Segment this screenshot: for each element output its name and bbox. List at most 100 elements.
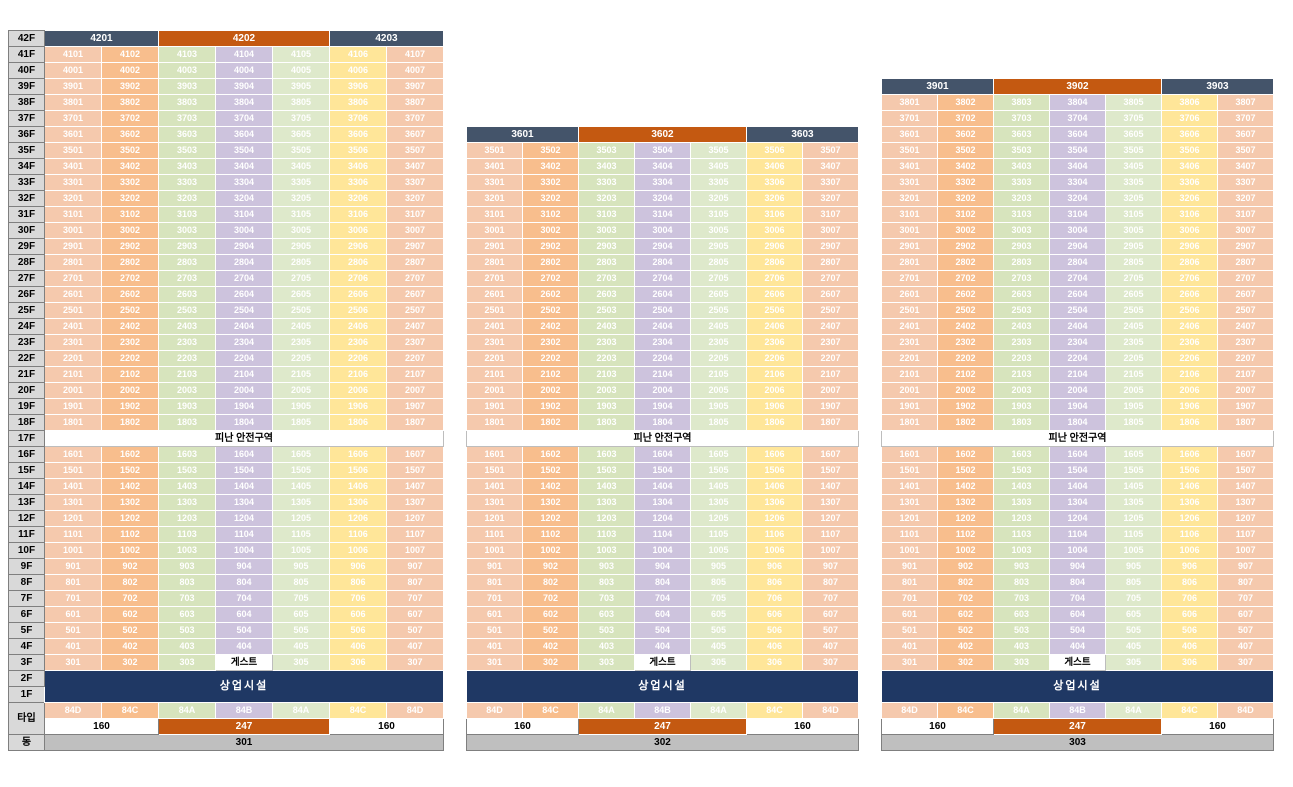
floor-label: 29F [8, 238, 45, 255]
unit-cell: 806 [329, 574, 387, 591]
area-cell: 160 [881, 718, 994, 735]
unit-cell: 1401 [881, 478, 938, 495]
unit-cell: 3005 [1105, 222, 1162, 239]
unit-cell: 2006 [1161, 382, 1218, 399]
unit-cell: 2407 [802, 318, 859, 335]
unit-cell: 2701 [466, 270, 523, 287]
unit-cell: 2905 [690, 238, 747, 255]
floor-label: 26F [8, 286, 45, 303]
unit-cell: 1801 [881, 414, 938, 431]
unit-cell: 1907 [802, 398, 859, 415]
unit-cell: 2104 [215, 366, 273, 383]
unit-cell: 1905 [1105, 398, 1162, 415]
unit-cell: 1407 [386, 478, 444, 495]
unit-cell: 3206 [1161, 190, 1218, 207]
unit-cell: 1307 [1217, 494, 1274, 511]
unit-cell: 3003 [578, 222, 635, 239]
unit-cell: 1302 [522, 494, 579, 511]
unit-cell: 1804 [634, 414, 691, 431]
unit-cell: 2302 [937, 334, 994, 351]
unit-cell: 605 [272, 606, 330, 623]
unit-cell: 2006 [329, 382, 387, 399]
unit-cell: 3706 [1161, 110, 1218, 127]
unit-cell: 3405 [272, 158, 330, 175]
stacking-plan: 42F 4201 4202 4203 41F 4101 4102 4103 4104 4105 41… [8, 30, 1274, 751]
floor-label: 23F [8, 334, 45, 351]
unit-cell: 3306 [329, 174, 387, 191]
unit-cell: 2107 [802, 366, 859, 383]
unit-cell: 2404 [634, 318, 691, 335]
unit-cell: 2503 [158, 302, 216, 319]
unit-cell: 403 [578, 638, 635, 655]
unit-cell: 1601 [466, 446, 523, 463]
unit-cell: 1604 [634, 446, 691, 463]
unit-cell: 804 [634, 574, 691, 591]
unit-cell: 3701 [881, 110, 938, 127]
unit-cell: 906 [746, 558, 803, 575]
unit-cell: 2306 [746, 334, 803, 351]
unit-cell: 1403 [993, 478, 1050, 495]
unit-cell: 3602 [101, 126, 159, 143]
guest-cell: 게스트 [1049, 654, 1106, 671]
unit-cell: 4005 [272, 62, 330, 79]
unit-cell: 3905 [272, 78, 330, 95]
unit-cell: 3507 [802, 142, 859, 159]
unit-cell: 2003 [993, 382, 1050, 399]
unit-cell: 2703 [158, 270, 216, 287]
unit-cell: 3103 [993, 206, 1050, 223]
unit-cell: 605 [1105, 606, 1162, 623]
unit-cell: 407 [802, 638, 859, 655]
unit-cell: 3105 [272, 206, 330, 223]
unit-cell: 2804 [634, 254, 691, 271]
unit-cell: 1505 [690, 462, 747, 479]
unit-cell: 3704 [215, 110, 273, 127]
unit-cell: 307 [386, 654, 444, 671]
unit-cell: 3803 [993, 94, 1050, 111]
top-unit-cell: 3902 [993, 78, 1162, 95]
unit-cell: 606 [746, 606, 803, 623]
unit-cell: 1005 [690, 542, 747, 559]
unit-cell: 2207 [802, 350, 859, 367]
unit-cell: 2306 [329, 334, 387, 351]
unit-cell: 3707 [1217, 110, 1274, 127]
unit-cell: 405 [1105, 638, 1162, 655]
unit-cell: 504 [215, 622, 273, 639]
unit-cell: 302 [522, 654, 579, 671]
tower-302-block: 3601 3602 3603 3501 3502 3503 3504 3505 3506 3507… [466, 126, 859, 751]
unit-cell: 3503 [158, 142, 216, 159]
unit-cell: 907 [802, 558, 859, 575]
unit-cell: 1106 [329, 526, 387, 543]
unit-cell: 3203 [993, 190, 1050, 207]
unit-cell: 2402 [101, 318, 159, 335]
area-cell: 247 [158, 718, 330, 735]
type-cell: 84A [158, 702, 216, 719]
unit-cell: 3505 [272, 142, 330, 159]
unit-cell: 3301 [44, 174, 102, 191]
unit-cell: 2906 [1161, 238, 1218, 255]
unit-cell: 1404 [634, 478, 691, 495]
unit-cell: 306 [1161, 654, 1218, 671]
unit-cell: 2302 [101, 334, 159, 351]
unit-cell: 603 [158, 606, 216, 623]
unit-cell: 1005 [272, 542, 330, 559]
unit-cell: 3702 [101, 110, 159, 127]
unit-cell: 1606 [746, 446, 803, 463]
unit-cell: 3801 [44, 94, 102, 111]
unit-cell: 2804 [1049, 254, 1106, 271]
unit-cell: 3006 [1161, 222, 1218, 239]
unit-cell: 704 [215, 590, 273, 607]
type-cell: 84D [881, 702, 938, 719]
top-unit-cell: 3602 [578, 126, 747, 143]
unit-cell: 1006 [746, 542, 803, 559]
unit-cell: 3207 [386, 190, 444, 207]
unit-cell: 2506 [746, 302, 803, 319]
unit-cell: 4001 [44, 62, 102, 79]
unit-cell: 1003 [578, 542, 635, 559]
unit-cell: 2702 [937, 270, 994, 287]
unit-cell: 2007 [802, 382, 859, 399]
unit-cell: 3501 [44, 142, 102, 159]
unit-cell: 3206 [329, 190, 387, 207]
unit-cell: 3202 [522, 190, 579, 207]
unit-cell: 2605 [272, 286, 330, 303]
unit-cell: 2402 [522, 318, 579, 335]
